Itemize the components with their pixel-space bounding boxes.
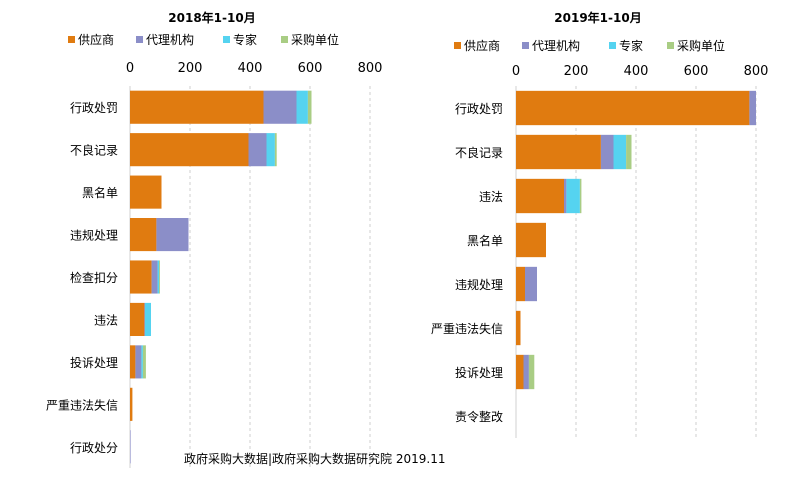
- category-label-1-2: 不良记录: [70, 143, 118, 158]
- category-label-2-5: 违规处理: [455, 277, 503, 292]
- category-label-1-3: 黑名单: [82, 185, 118, 200]
- bar-1-6-3: [145, 302, 151, 336]
- legend-label-1-3: 专家: [233, 32, 257, 47]
- category-label-1-4: 违规处理: [70, 228, 118, 243]
- source-caption: 政府采购大数据|政府采购大数据研究院 2019.11: [184, 452, 446, 466]
- legend-swatch-2-3: [609, 42, 616, 49]
- legend-swatch-1-2: [136, 36, 143, 43]
- legend-label-1-4: 采购单位: [291, 32, 339, 47]
- legend-swatch-1-3: [223, 36, 230, 43]
- category-label-2-1: 行政处罚: [455, 102, 503, 116]
- x-tick-label-1-3: 400: [238, 61, 263, 76]
- category-label-2-7: 投诉处理: [455, 365, 503, 380]
- category-label-1-8: 严重违法失信: [46, 397, 118, 412]
- bar-2-2-4: [626, 134, 632, 170]
- bar-1-1-4: [307, 90, 312, 124]
- legend-label-2-2: 代理机构: [532, 38, 580, 53]
- bar-1-1-3: [296, 90, 308, 124]
- legend-swatch-1-1: [68, 36, 75, 43]
- legend-swatch-2-4: [667, 42, 674, 49]
- bar-1-1-1: [130, 90, 264, 124]
- bar-1-7-1: [130, 345, 136, 379]
- bar-2-3-4: [579, 178, 582, 214]
- bar-1-4-2: [156, 218, 189, 252]
- legend-label-1-2: 代理机构: [146, 32, 194, 47]
- bar-2-7-2: [523, 354, 529, 390]
- bar-1-7-4: [142, 345, 146, 379]
- x-tick-label-2-2: 200: [564, 64, 589, 79]
- bar-1-2-2: [248, 133, 267, 167]
- legend-swatch-1-4: [281, 36, 288, 43]
- bar-2-7-4: [528, 354, 535, 390]
- legend-label-2-1: 供应商: [464, 38, 500, 53]
- bar-1-2-3: [266, 133, 275, 167]
- category-label-1-1: 行政处罚: [70, 101, 118, 115]
- bar-2-3-1: [516, 178, 564, 214]
- legend-swatch-2-1: [454, 42, 461, 49]
- chart-title-2: 2019年1-10月: [554, 10, 641, 25]
- bar-2-2-3: [613, 134, 627, 170]
- bar-1-9-2: [130, 430, 131, 464]
- x-tick-label-2-1: 0: [512, 64, 520, 79]
- bar-1-5-1: [130, 260, 152, 294]
- bar-2-2-1: [516, 134, 601, 170]
- x-tick-label-1-2: 200: [178, 61, 203, 76]
- bar-2-4-1: [516, 222, 546, 258]
- category-label-2-8: 责令整改: [455, 409, 503, 424]
- bar-2-5-1: [516, 266, 525, 302]
- bar-1-1-2: [263, 90, 297, 124]
- x-tick-label-2-5: 800: [744, 64, 769, 79]
- bar-1-5-4: [159, 260, 160, 294]
- bar-2-7-1: [516, 354, 524, 390]
- category-label-1-5: 检查扣分: [70, 270, 118, 285]
- bar-1-5-3: [157, 260, 160, 294]
- bar-2-5-2: [525, 266, 537, 302]
- bar-1-4-1: [130, 218, 157, 252]
- bar-1-2-1: [130, 133, 249, 167]
- bar-2-3-3: [566, 178, 580, 214]
- x-tick-label-2-4: 600: [684, 64, 709, 79]
- category-label-1-7: 投诉处理: [70, 355, 118, 370]
- category-label-2-4: 黑名单: [467, 233, 503, 248]
- legend-label-2-4: 采购单位: [677, 38, 725, 53]
- legend-swatch-2-2: [522, 42, 529, 49]
- bar-2-1-2: [749, 90, 756, 126]
- bar-1-6-2: [144, 302, 145, 336]
- x-tick-label-1-5: 800: [358, 61, 383, 76]
- bar-1-2-4: [274, 133, 277, 167]
- chart-title-1: 2018年1-10月: [168, 10, 255, 25]
- bar-2-1-1: [516, 90, 750, 126]
- x-tick-label-1-1: 0: [126, 61, 134, 76]
- legend-label-2-3: 专家: [619, 38, 643, 53]
- bar-1-7-3: [141, 345, 143, 379]
- bar-2-2-2: [600, 134, 614, 170]
- bar-1-7-2: [135, 345, 142, 379]
- x-tick-label-2-3: 400: [624, 64, 649, 79]
- category-label-2-3: 违法: [479, 190, 503, 204]
- x-tick-label-1-4: 600: [298, 61, 323, 76]
- bar-1-5-2: [151, 260, 158, 294]
- category-label-1-6: 违法: [94, 313, 118, 327]
- legend-label-1-1: 供应商: [78, 32, 114, 47]
- bar-1-6-1: [130, 302, 145, 336]
- category-label-2-2: 不良记录: [455, 145, 503, 160]
- bar-2-6-1: [516, 310, 521, 346]
- bar-1-8-1: [130, 387, 133, 421]
- category-label-1-9: 行政处分: [70, 441, 118, 455]
- bar-2-3-2: [564, 178, 567, 214]
- category-label-2-6: 严重违法失信: [431, 321, 503, 336]
- bar-1-3-1: [130, 175, 162, 209]
